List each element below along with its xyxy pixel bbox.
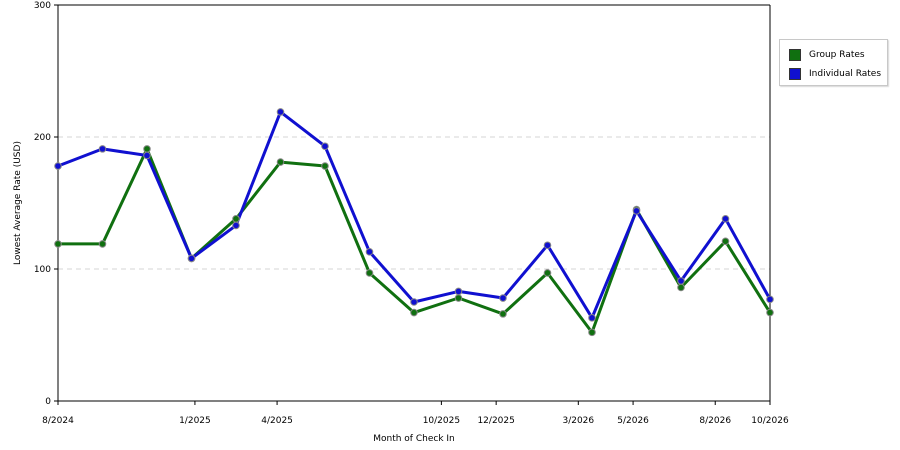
- data-point: [410, 308, 418, 317]
- data-point: [54, 162, 62, 170]
- data-point: [766, 308, 774, 317]
- data-point: [677, 277, 685, 285]
- data-point: [365, 269, 374, 277]
- data-point: [232, 221, 240, 230]
- legend-swatch-group: [789, 49, 801, 61]
- y-tick-label: 200: [34, 133, 51, 143]
- data-point: [321, 142, 329, 151]
- data-point: [588, 328, 596, 337]
- x-tick-label: 10/2026: [751, 416, 789, 426]
- data-point: [410, 298, 418, 306]
- legend-item-individual-rates: Individual Rates: [789, 67, 881, 81]
- y-tick-labels: 0 100 200 300: [34, 1, 51, 407]
- x-tick-label: 8/2024: [42, 416, 74, 426]
- data-point: [232, 215, 240, 223]
- data-point: [98, 240, 107, 248]
- data-point: [632, 207, 641, 215]
- x-tick-label: 12/2025: [477, 416, 514, 426]
- x-tick-label: 3/2026: [562, 416, 594, 426]
- x-tick-label: 8/2026: [699, 416, 731, 426]
- legend-swatch-individual: [789, 68, 801, 80]
- axes: [54, 4, 771, 405]
- y-tick-label: 300: [34, 1, 51, 11]
- data-point: [454, 294, 463, 302]
- data-point: [721, 237, 730, 246]
- data-point: [187, 254, 196, 263]
- y-tick-label: 0: [45, 397, 51, 407]
- x-tick-label: 10/2025: [423, 416, 460, 426]
- data-point: [588, 314, 596, 322]
- data-point: [143, 151, 151, 160]
- data-point: [98, 145, 107, 153]
- x-tick-labels: 8/2024 1/2025 4/2025 10/2025 12/2025 3/2026 5/…: [42, 416, 789, 426]
- data-point: [365, 248, 374, 256]
- x-axis-label: Month of Check In: [373, 434, 455, 444]
- data-point: [499, 294, 507, 302]
- data-point: [143, 145, 151, 153]
- y-axis-label: Lowest Average Rate (USD): [13, 141, 23, 265]
- data-point: [454, 287, 463, 296]
- gridlines: [58, 136, 770, 270]
- data-point: [499, 310, 507, 318]
- legend: Group Rates Individual Rates: [779, 39, 888, 86]
- x-tick-label: 4/2025: [261, 416, 293, 426]
- x-tick-label: 5/2026: [617, 416, 649, 426]
- y-tick-label: 100: [34, 265, 51, 275]
- series-line-1: [57, 110, 772, 320]
- data-point: [543, 269, 552, 277]
- data-point: [721, 215, 730, 223]
- legend-label-individual: Individual Rates: [809, 69, 882, 79]
- data-point: [276, 158, 285, 166]
- data-point: [321, 162, 329, 170]
- data-point: [677, 283, 685, 292]
- data-point: [766, 295, 774, 304]
- legend-item-group-rates: Group Rates: [789, 48, 865, 62]
- data-point: [54, 240, 62, 248]
- data-point: [543, 241, 552, 250]
- data-points: [54, 108, 774, 337]
- data-point: [276, 108, 285, 116]
- x-tick-label: 1/2025: [179, 416, 211, 426]
- legend-label-group: Group Rates: [809, 50, 865, 60]
